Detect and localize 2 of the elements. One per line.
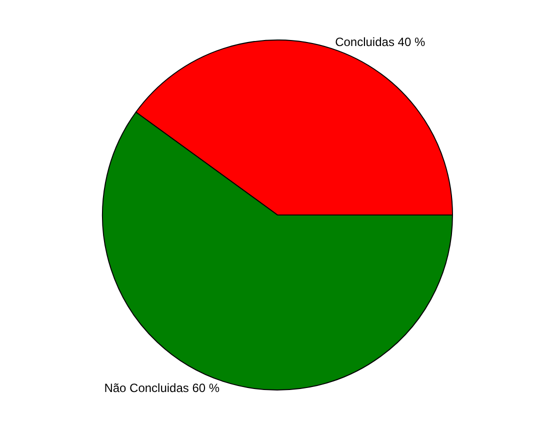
slice-label: Concluidas 40 % [335, 35, 426, 50]
slice-label: Não Concluidas 60 % [104, 380, 220, 395]
